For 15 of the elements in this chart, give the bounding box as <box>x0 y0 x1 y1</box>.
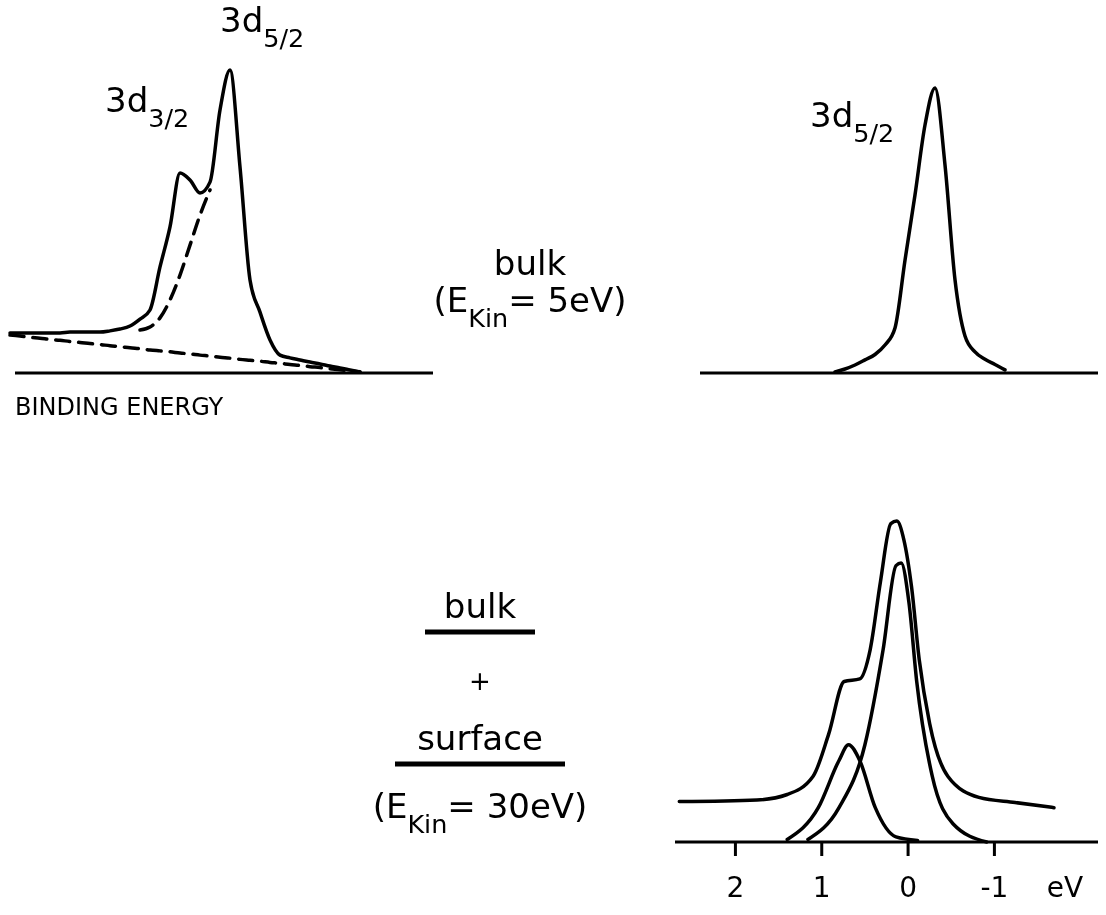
text: bulk <box>493 243 567 283</box>
annotation: 3d$_{3/2}$ <box>105 80 190 133</box>
x-tick-label: 0 <box>899 871 917 904</box>
text: (E$_{Kin}$= 30eV) <box>372 786 588 839</box>
annotation: 3d$_{5/2}$ <box>810 95 895 148</box>
text: + <box>469 666 491 696</box>
x-axis-title: eV <box>1046 871 1084 904</box>
text: 3d$_{5/2}$ <box>220 0 305 53</box>
x-axis-title: BINDING ENERGY <box>15 393 224 421</box>
x-tick-label: 1 <box>812 871 831 904</box>
text: bulk <box>443 586 517 626</box>
x-tick-label: 2 <box>726 871 745 904</box>
x-tick-label: -1 <box>980 871 1009 904</box>
text: (E$_{Kin}$= 5eV) <box>433 280 627 333</box>
text: surface <box>417 718 543 758</box>
